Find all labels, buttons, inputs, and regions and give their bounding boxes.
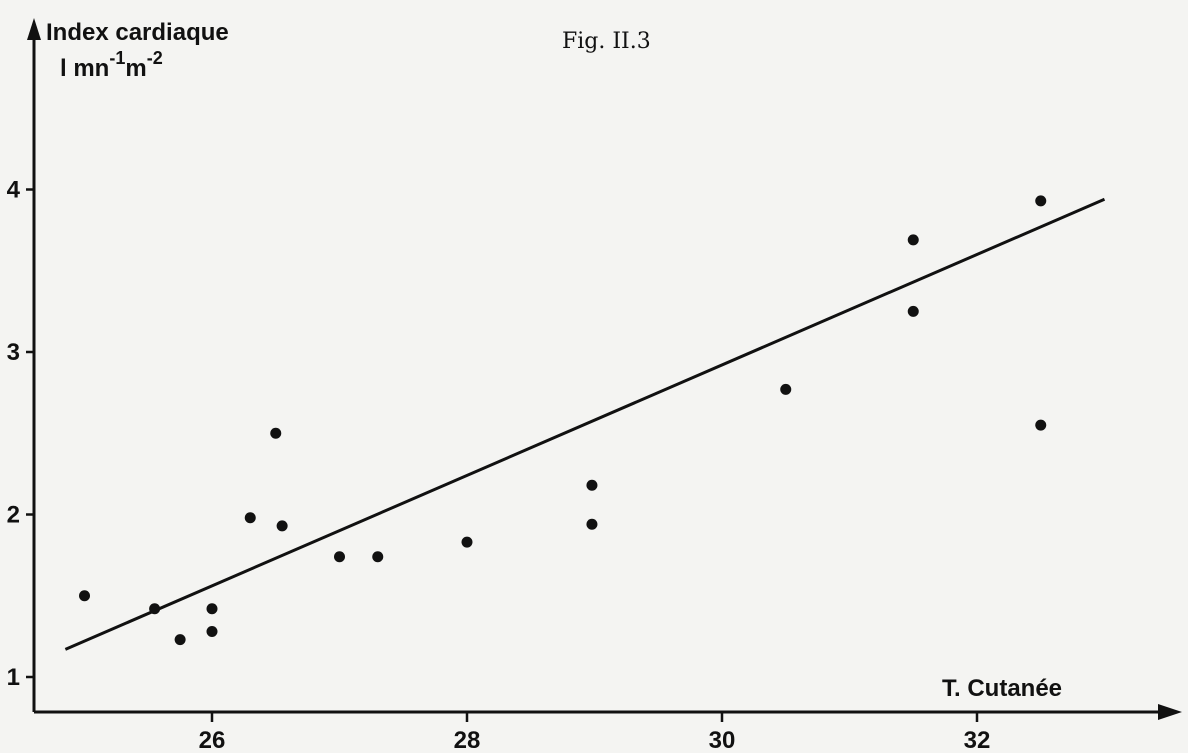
y-tick-label: 3 xyxy=(7,339,20,366)
data-point xyxy=(206,626,218,637)
data-point xyxy=(780,383,792,395)
regression-line xyxy=(64,197,1106,651)
data-point xyxy=(586,518,598,530)
data-point xyxy=(586,479,598,491)
data-point xyxy=(206,603,218,615)
y-unit-m: m xyxy=(125,55,146,82)
data-point xyxy=(1035,195,1047,207)
y-ticks: 1 2 3 4 xyxy=(7,177,34,691)
x-tick-label: 28 xyxy=(454,727,481,753)
y-tick-label: 1 xyxy=(7,664,20,691)
data-points xyxy=(79,195,1047,646)
data-point xyxy=(270,427,282,439)
x-axis-arrow xyxy=(1158,704,1182,720)
y-unit-exp2: -2 xyxy=(147,48,163,68)
y-axis-arrow xyxy=(27,18,41,40)
data-point xyxy=(1035,419,1047,431)
data-point xyxy=(461,536,473,548)
y-tick-label: 2 xyxy=(7,502,20,529)
data-point xyxy=(907,305,919,317)
y-axis-label: Index cardiaque xyxy=(46,19,229,46)
data-point xyxy=(334,551,345,563)
x-ticks: 26 28 30 32 xyxy=(199,712,991,753)
data-point xyxy=(372,551,384,563)
x-tick-label: 30 xyxy=(709,727,736,753)
y-tick-label: 4 xyxy=(7,177,21,204)
axes xyxy=(27,18,1182,720)
data-point xyxy=(79,590,90,602)
y-axis-unit: l mn-1m-2 xyxy=(60,48,163,82)
x-tick-label: 26 xyxy=(199,727,226,753)
data-point xyxy=(244,512,256,524)
data-point xyxy=(907,234,919,246)
y-unit-base: l mn xyxy=(60,55,109,82)
x-tick-label: 32 xyxy=(964,727,991,753)
data-point xyxy=(276,520,288,532)
data-point xyxy=(149,603,161,615)
x-axis-label: T. Cutanée xyxy=(942,675,1062,702)
data-point xyxy=(174,634,186,646)
y-unit-exp1: -1 xyxy=(109,48,125,68)
figure-title: Fig. II.3 xyxy=(562,29,651,54)
